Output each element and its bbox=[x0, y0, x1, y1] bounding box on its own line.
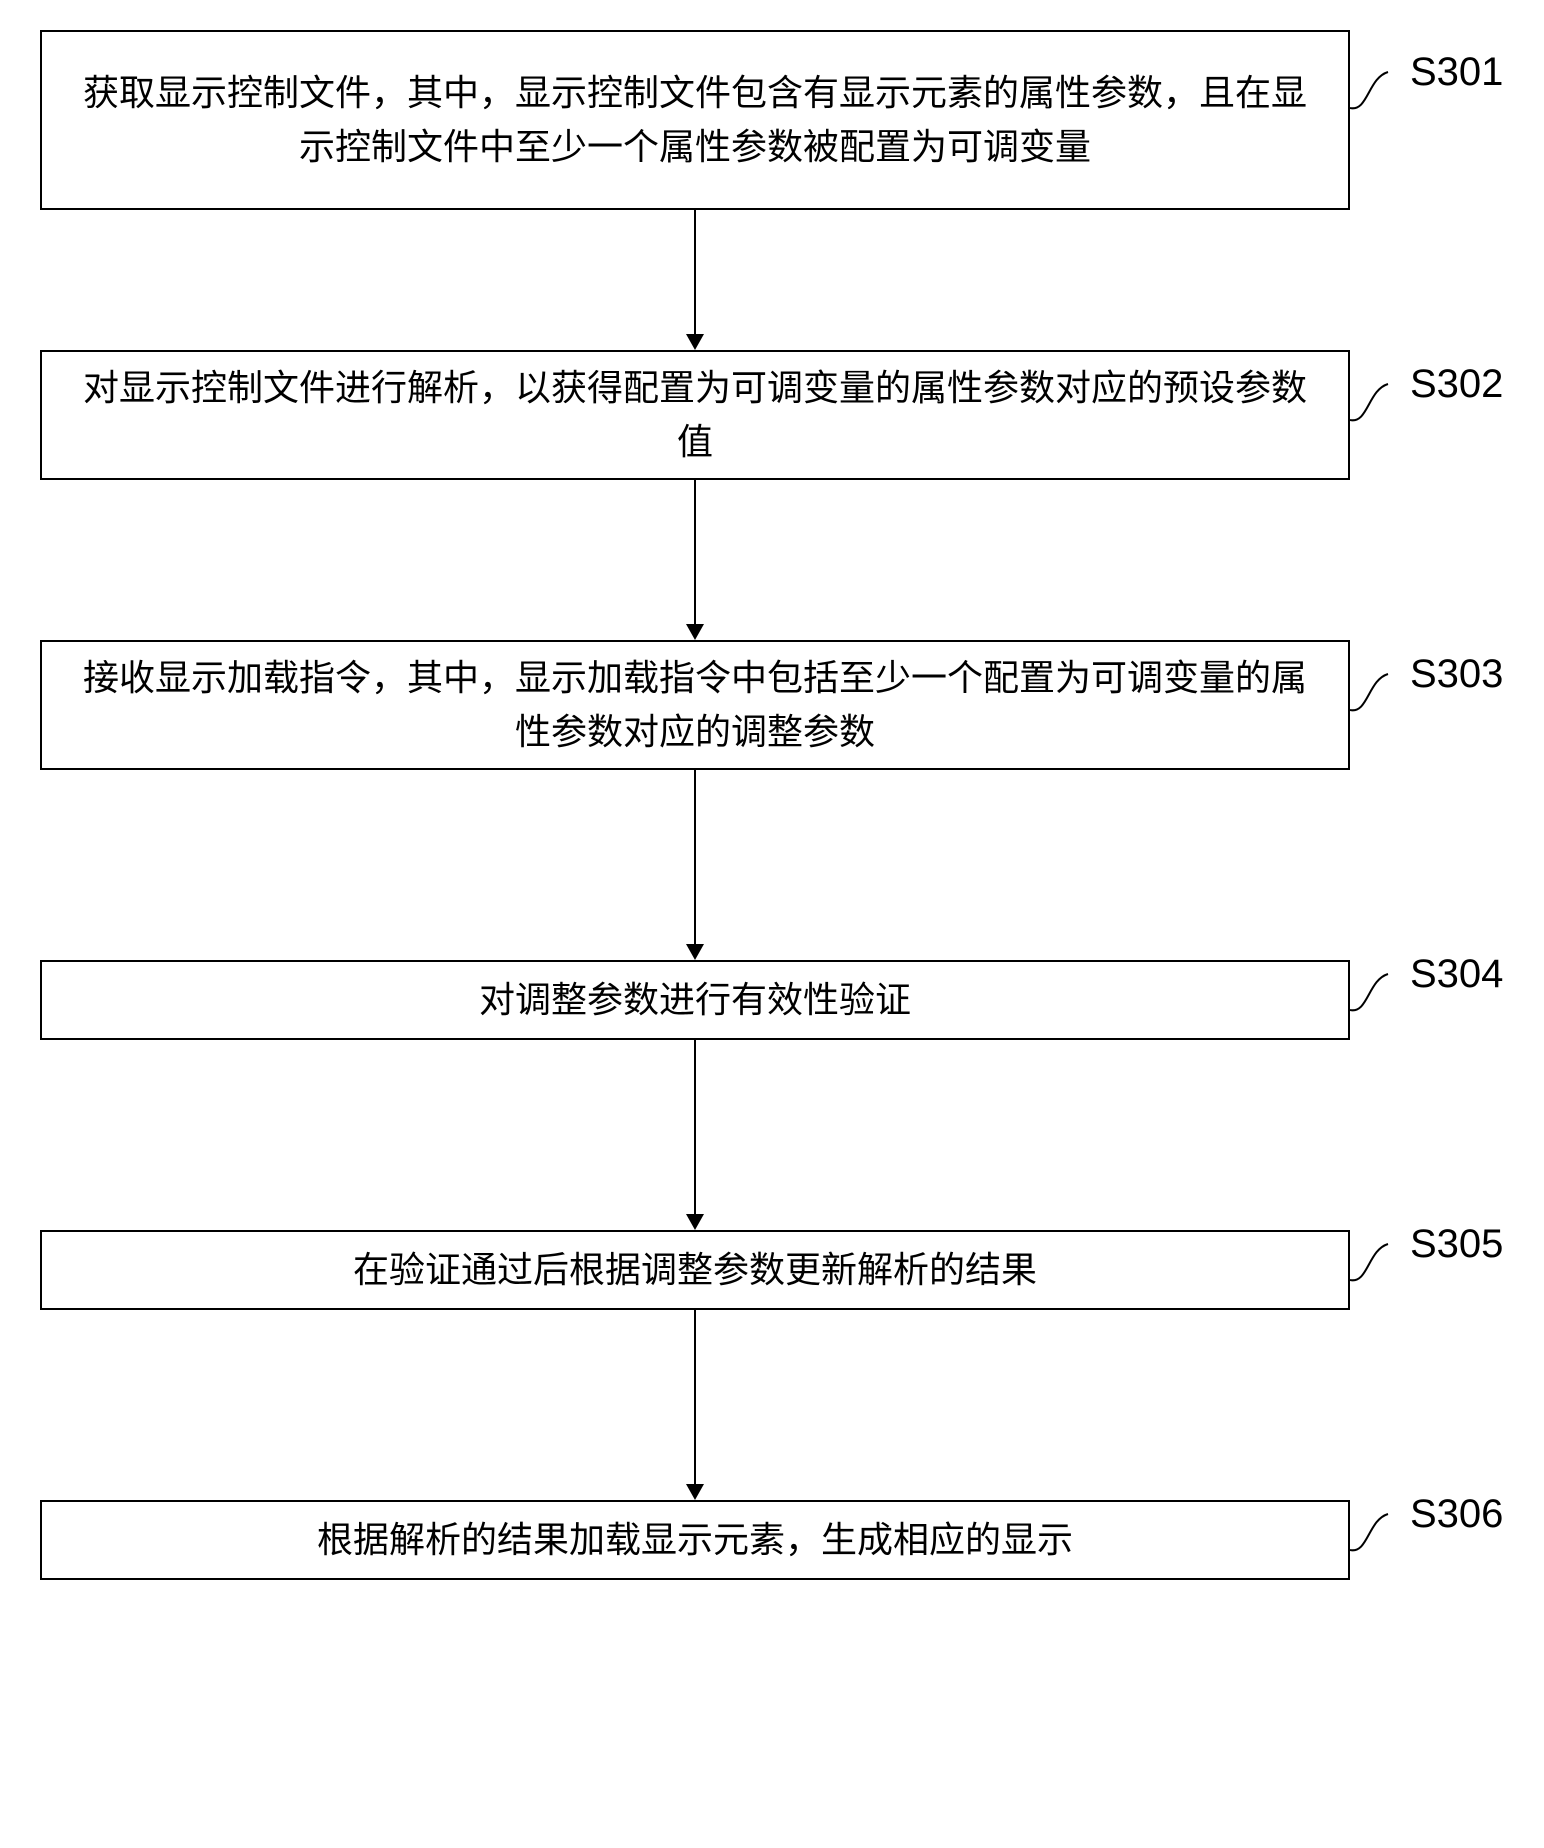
label-connector-S302 bbox=[1350, 382, 1410, 442]
step-text: 对显示控制文件进行解析，以获得配置为可调变量的属性参数对应的预设参数值 bbox=[72, 361, 1318, 469]
label-connector-S306 bbox=[1350, 1512, 1410, 1572]
label-connector-S301 bbox=[1350, 70, 1410, 130]
label-connector-S304 bbox=[1350, 972, 1410, 1032]
label-connector-S305 bbox=[1350, 1242, 1410, 1302]
step-text: 根据解析的结果加载显示元素，生成相应的显示 bbox=[317, 1513, 1073, 1567]
step-text: 在验证通过后根据调整参数更新解析的结果 bbox=[353, 1243, 1037, 1297]
step-text: 获取显示控制文件，其中，显示控制文件包含有显示元素的属性参数，且在显示控制文件中… bbox=[72, 66, 1318, 174]
step-text: 接收显示加载指令，其中，显示加载指令中包括至少一个配置为可调变量的属性参数对应的… bbox=[72, 651, 1318, 759]
label-connector-S303 bbox=[1350, 672, 1410, 732]
step-text: 对调整参数进行有效性验证 bbox=[479, 973, 911, 1027]
step-label-S302: S302 bbox=[1410, 362, 1503, 407]
flowchart-step-S303: 接收显示加载指令，其中，显示加载指令中包括至少一个配置为可调变量的属性参数对应的… bbox=[40, 640, 1350, 770]
flowchart-container: 获取显示控制文件，其中，显示控制文件包含有显示元素的属性参数，且在显示控制文件中… bbox=[20, 30, 1524, 1620]
step-label-S306: S306 bbox=[1410, 1492, 1503, 1537]
flowchart-arrow-3 bbox=[680, 770, 710, 960]
flowchart-step-S301: 获取显示控制文件，其中，显示控制文件包含有显示元素的属性参数，且在显示控制文件中… bbox=[40, 30, 1350, 210]
flowchart-arrow-2 bbox=[680, 480, 710, 640]
flowchart-arrow-1 bbox=[680, 210, 710, 350]
step-label-S304: S304 bbox=[1410, 952, 1503, 997]
step-label-S305: S305 bbox=[1410, 1222, 1503, 1267]
flowchart-step-S305: 在验证通过后根据调整参数更新解析的结果 bbox=[40, 1230, 1350, 1310]
flowchart-step-S306: 根据解析的结果加载显示元素，生成相应的显示 bbox=[40, 1500, 1350, 1580]
flowchart-step-S302: 对显示控制文件进行解析，以获得配置为可调变量的属性参数对应的预设参数值 bbox=[40, 350, 1350, 480]
step-label-S303: S303 bbox=[1410, 652, 1503, 697]
flowchart-step-S304: 对调整参数进行有效性验证 bbox=[40, 960, 1350, 1040]
step-label-S301: S301 bbox=[1410, 50, 1503, 95]
flowchart-arrow-4 bbox=[680, 1040, 710, 1230]
flowchart-arrow-5 bbox=[680, 1310, 710, 1500]
